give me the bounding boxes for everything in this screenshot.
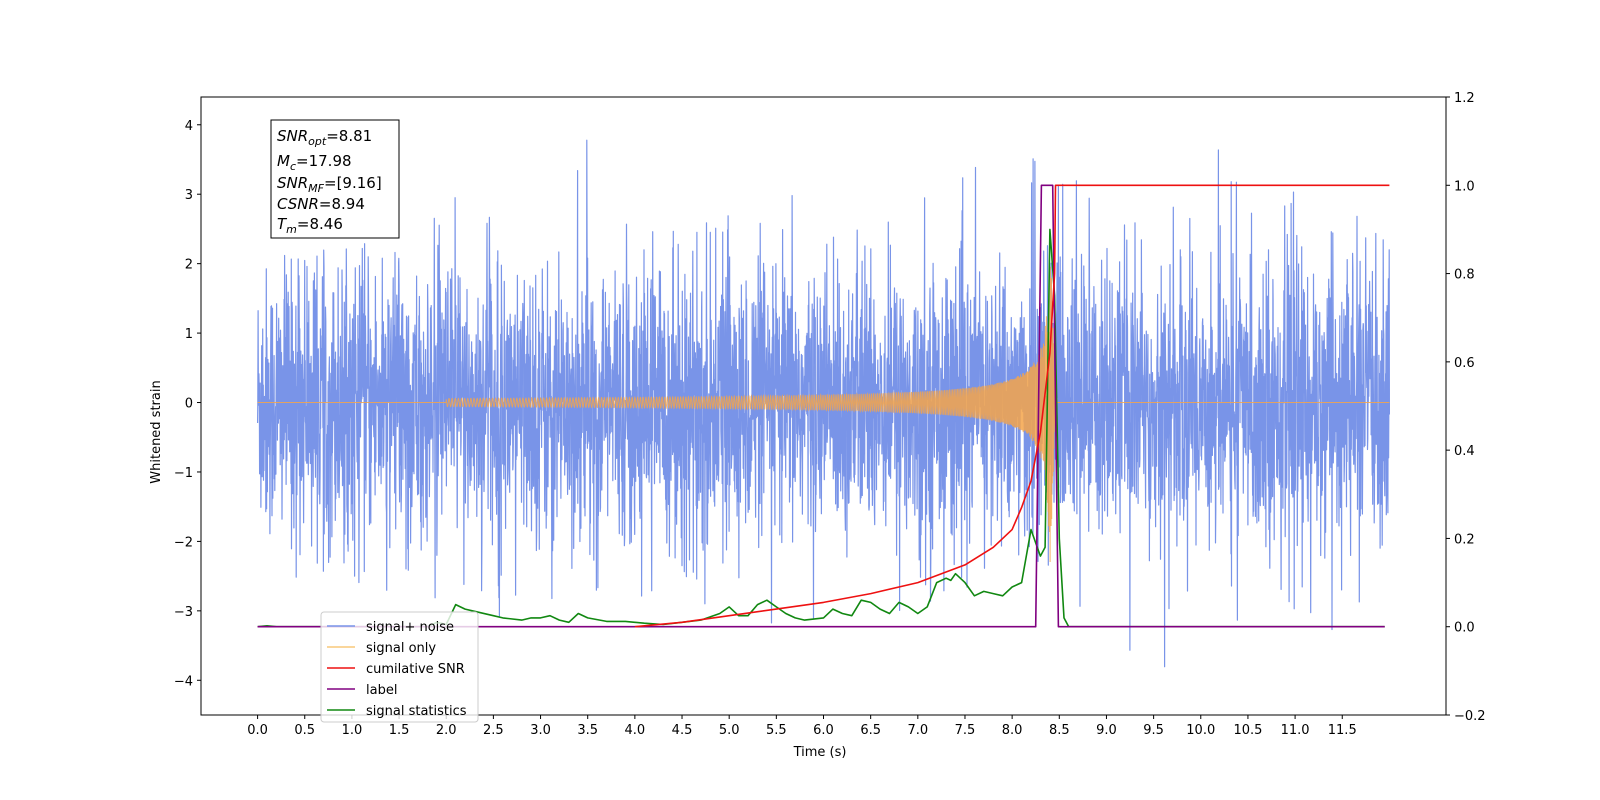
y2-tick-label: 0.8: [1454, 268, 1475, 283]
legend-item-label: signal+ noise: [366, 620, 454, 635]
y2-tick-label: 0.2: [1454, 532, 1475, 547]
x-tick-label: 9.5: [1143, 723, 1164, 738]
x-axis-ticks: 0.0 0.5 1.0 1.5 2.0 2.5 3.0 3.5 4.0 4.5 5.0 5.5 6.0 6…: [247, 715, 1357, 738]
legend-item-label: cumilative SNR: [366, 662, 465, 677]
info-snr-mf: SNRMF=[9.16]: [277, 174, 382, 195]
y-axis-label: Whitened strain: [149, 380, 164, 483]
x-tick-label: 8.5: [1049, 723, 1070, 738]
x-tick-label: 8.0: [1002, 723, 1023, 738]
y2-tick-label: 0.0: [1454, 621, 1475, 636]
y2-tick-label: 1.0: [1454, 179, 1475, 194]
signal-noise-series: [257, 139, 1390, 668]
info-tm: Tm=8.46: [277, 215, 343, 236]
x-tick-label: 2.0: [436, 723, 457, 738]
y2-tick-label: −0.2: [1454, 709, 1486, 724]
x-tick-label: 0.5: [294, 723, 315, 738]
legend-item-label: signal only: [366, 641, 436, 656]
y-axis-ticks: 4 3 2 1 0 −1 −2 −3 −4: [174, 119, 201, 689]
y-tick-label: −2: [174, 535, 193, 550]
x-tick-label: 4.0: [625, 723, 646, 738]
info-box-frame: [270, 119, 400, 239]
signal-noise-line: [257, 139, 1390, 668]
y-tick-label: −4: [174, 674, 193, 689]
y-tick-label: 2: [185, 258, 193, 273]
right-axis-series: [257, 184, 1390, 628]
y2-tick-label: 0.4: [1454, 444, 1475, 459]
info-mc: Mc=17.98: [277, 152, 352, 173]
y-tick-label: 0: [185, 397, 193, 412]
info-snr-opt: SNRopt=8.81: [277, 127, 372, 148]
signal-only-line: [257, 259, 1390, 563]
x-tick-label: 4.5: [672, 723, 693, 738]
x-tick-label: 6.0: [813, 723, 834, 738]
y2-axis-ticks: 1.2 1.0 0.8 0.6 0.4 0.2 0.0 −0.2: [1446, 91, 1486, 724]
x-tick-label: 3.5: [577, 723, 598, 738]
y-tick-label: 4: [185, 119, 193, 134]
x-tick-label: 1.0: [342, 723, 363, 738]
x-tick-label: 11.0: [1281, 723, 1310, 738]
x-tick-label: 9.0: [1096, 723, 1117, 738]
x-axis-label: Time (s): [793, 745, 847, 760]
y-tick-label: 3: [185, 188, 193, 203]
y-tick-label: −1: [174, 466, 193, 481]
legend-item-label: signal statistics: [366, 704, 467, 719]
cumilative-snr-line: [634, 184, 1390, 628]
label-line: [257, 184, 1385, 628]
info-csnr: CSNR=8.94: [277, 195, 365, 213]
x-tick-label: 10.0: [1186, 723, 1215, 738]
x-tick-label: 1.5: [389, 723, 410, 738]
info-box: SNRopt=8.81 Mc=17.98 SNRMF=[9.16] CSNR=8…: [270, 119, 400, 239]
legend-item-label: label: [366, 683, 397, 698]
legend: signal+ noise signal only cumilative SNR la…: [320, 611, 479, 723]
y-tick-label: −3: [174, 605, 193, 620]
x-tick-label: 6.5: [860, 723, 881, 738]
x-tick-label: 0.0: [247, 723, 268, 738]
x-tick-label: 5.5: [766, 723, 787, 738]
x-tick-label: 5.0: [719, 723, 740, 738]
y-tick-label: 1: [185, 327, 193, 342]
x-tick-label: 7.0: [907, 723, 928, 738]
signal-only-series: [257, 259, 1390, 563]
x-tick-label: 2.5: [483, 723, 504, 738]
y2-tick-label: 1.2: [1454, 91, 1475, 106]
x-tick-label: 3.0: [530, 723, 551, 738]
x-tick-label: 7.5: [955, 723, 976, 738]
signal-statistics-line: [257, 228, 1385, 628]
y2-tick-label: 0.6: [1454, 356, 1475, 371]
legend-frame: [320, 611, 479, 723]
x-tick-label: 10.5: [1233, 723, 1262, 738]
x-tick-label: 11.5: [1328, 723, 1357, 738]
